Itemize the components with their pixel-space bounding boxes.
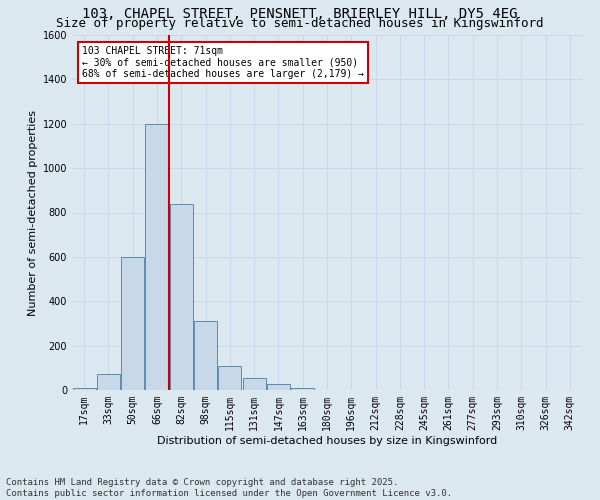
Bar bbox=[242, 378, 266, 390]
X-axis label: Distribution of semi-detached houses by size in Kingswinford: Distribution of semi-detached houses by … bbox=[157, 436, 497, 446]
Bar bbox=[170, 204, 193, 390]
Bar bbox=[291, 388, 314, 390]
Y-axis label: Number of semi-detached properties: Number of semi-detached properties bbox=[28, 110, 38, 316]
Bar bbox=[145, 124, 169, 390]
Text: Contains HM Land Registry data © Crown copyright and database right 2025.
Contai: Contains HM Land Registry data © Crown c… bbox=[6, 478, 452, 498]
Bar bbox=[267, 384, 290, 390]
Bar bbox=[121, 257, 144, 390]
Text: Size of property relative to semi-detached houses in Kingswinford: Size of property relative to semi-detach… bbox=[56, 18, 544, 30]
Bar bbox=[218, 366, 241, 390]
Text: 103, CHAPEL STREET, PENSNETT, BRIERLEY HILL, DY5 4EG: 103, CHAPEL STREET, PENSNETT, BRIERLEY H… bbox=[82, 8, 518, 22]
Bar bbox=[194, 321, 217, 390]
Bar bbox=[97, 374, 120, 390]
Text: 103 CHAPEL STREET: 71sqm
← 30% of semi-detached houses are smaller (950)
68% of : 103 CHAPEL STREET: 71sqm ← 30% of semi-d… bbox=[82, 46, 364, 79]
Bar bbox=[73, 388, 95, 390]
